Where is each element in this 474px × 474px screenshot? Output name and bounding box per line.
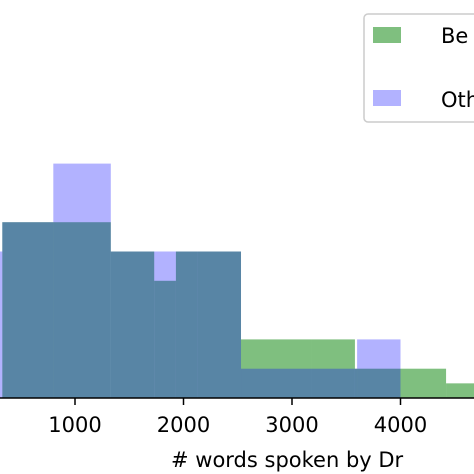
histogram-bar: [175, 251, 198, 398]
x-tick-label: 3000: [265, 413, 318, 437]
histogram-bar: [197, 251, 242, 398]
histogram-bar: [357, 339, 401, 398]
x-tick-label: 2000: [157, 413, 210, 437]
histogram-bar: [400, 368, 447, 398]
x-axis-label: # words spoken by Dr: [171, 448, 404, 472]
x-ticks: 1000 2000 3000 4000: [48, 398, 427, 437]
legend-label-be: Be: [441, 24, 468, 48]
histogram-bar: [241, 368, 358, 398]
histogram-bar: [196, 251, 242, 398]
series-other: [0, 163, 401, 398]
histogram-bar: [446, 383, 474, 398]
x-tick-label: 1000: [48, 413, 101, 437]
histogram-bar: [110, 251, 197, 398]
histogram-bar: [110, 251, 155, 398]
histogram-bar: [354, 368, 401, 398]
histogram-bar: [241, 339, 312, 398]
histogram-bar: [154, 280, 176, 398]
series-be: [2, 222, 474, 398]
legend-label-other: Oth: [441, 88, 474, 112]
legend-swatch-other: [373, 90, 401, 106]
histogram-bar: [2, 222, 54, 398]
x-tick-label: 4000: [374, 413, 427, 437]
histogram-bar: [311, 339, 355, 398]
histogram-bar: [2, 222, 111, 398]
histogram-bar: [53, 163, 111, 398]
legend-swatch-be: [373, 27, 401, 43]
plot-area: [0, 163, 474, 398]
legend: Be Oth: [363, 13, 474, 123]
histogram-bar: [0, 251, 3, 398]
